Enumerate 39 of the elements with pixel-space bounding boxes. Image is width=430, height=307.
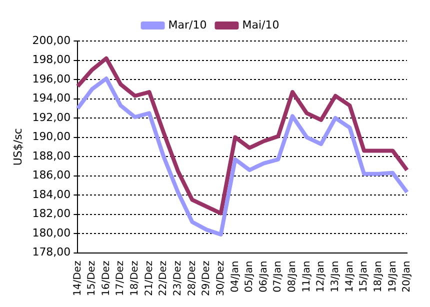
x-tick-label: 15/Dez xyxy=(86,260,98,296)
x-tick-label: 04/Jan xyxy=(230,260,241,292)
y-tick-label: 188,00 xyxy=(32,149,71,162)
x-tick-label: 08/Jan xyxy=(287,260,298,292)
y-axis-title: US$/sc xyxy=(11,128,24,166)
x-tick-label: 15/Jan xyxy=(358,260,370,292)
y-tick-label: 184,00 xyxy=(32,188,71,201)
x-tick-label: 23/Dez xyxy=(172,260,184,296)
x-tick-label: 19/Jan xyxy=(387,260,398,292)
x-tick-label: 22/Dez xyxy=(158,260,170,296)
x-tick-label: 28/Dez xyxy=(186,260,198,296)
x-tick-label: 14/Jan xyxy=(344,260,356,292)
x-tick-label: 14/Dez xyxy=(72,260,84,296)
y-tick-label: 198,00 xyxy=(32,53,71,66)
x-tick-label: 07/Jan xyxy=(272,260,284,292)
x-tick-label: 20/Jan xyxy=(402,260,413,292)
y-tick-label: 180,00 xyxy=(32,226,71,240)
legend-label: Mar/10 xyxy=(168,18,207,32)
x-tick-label: 17/Dez xyxy=(115,260,126,296)
x-tick-label: 05/Jan xyxy=(244,260,256,292)
x-tick-label: 16/Dez xyxy=(100,260,112,296)
legend-label: Mai/10 xyxy=(242,18,280,32)
y-tick-label: 186,00 xyxy=(32,168,71,182)
x-tick-label: 21/Dez xyxy=(144,260,155,296)
y-tick-label: 192,00 xyxy=(32,110,71,124)
x-tick-label: 18/Jan xyxy=(372,260,384,292)
x-tick-label: 12/Jan xyxy=(316,260,327,292)
y-tick-label: 194,00 xyxy=(32,92,71,105)
y-tick-label: 200,00 xyxy=(32,34,71,47)
y-tick-label: 196,00 xyxy=(32,72,71,86)
y-tick-label: 190,00 xyxy=(32,130,71,144)
y-tick-label: 182,00 xyxy=(32,207,71,220)
x-tick-label: 30/Dez xyxy=(215,260,226,296)
x-tick-label: 11/Jan xyxy=(301,260,312,292)
x-tick-label: 13/Jan xyxy=(330,260,342,292)
x-tick-label: 29/Dez xyxy=(201,260,212,296)
y-tick-label: 178,00 xyxy=(32,246,71,259)
x-tick-label: 06/Jan xyxy=(258,260,270,292)
x-tick-label: 18/Dez xyxy=(130,260,141,296)
